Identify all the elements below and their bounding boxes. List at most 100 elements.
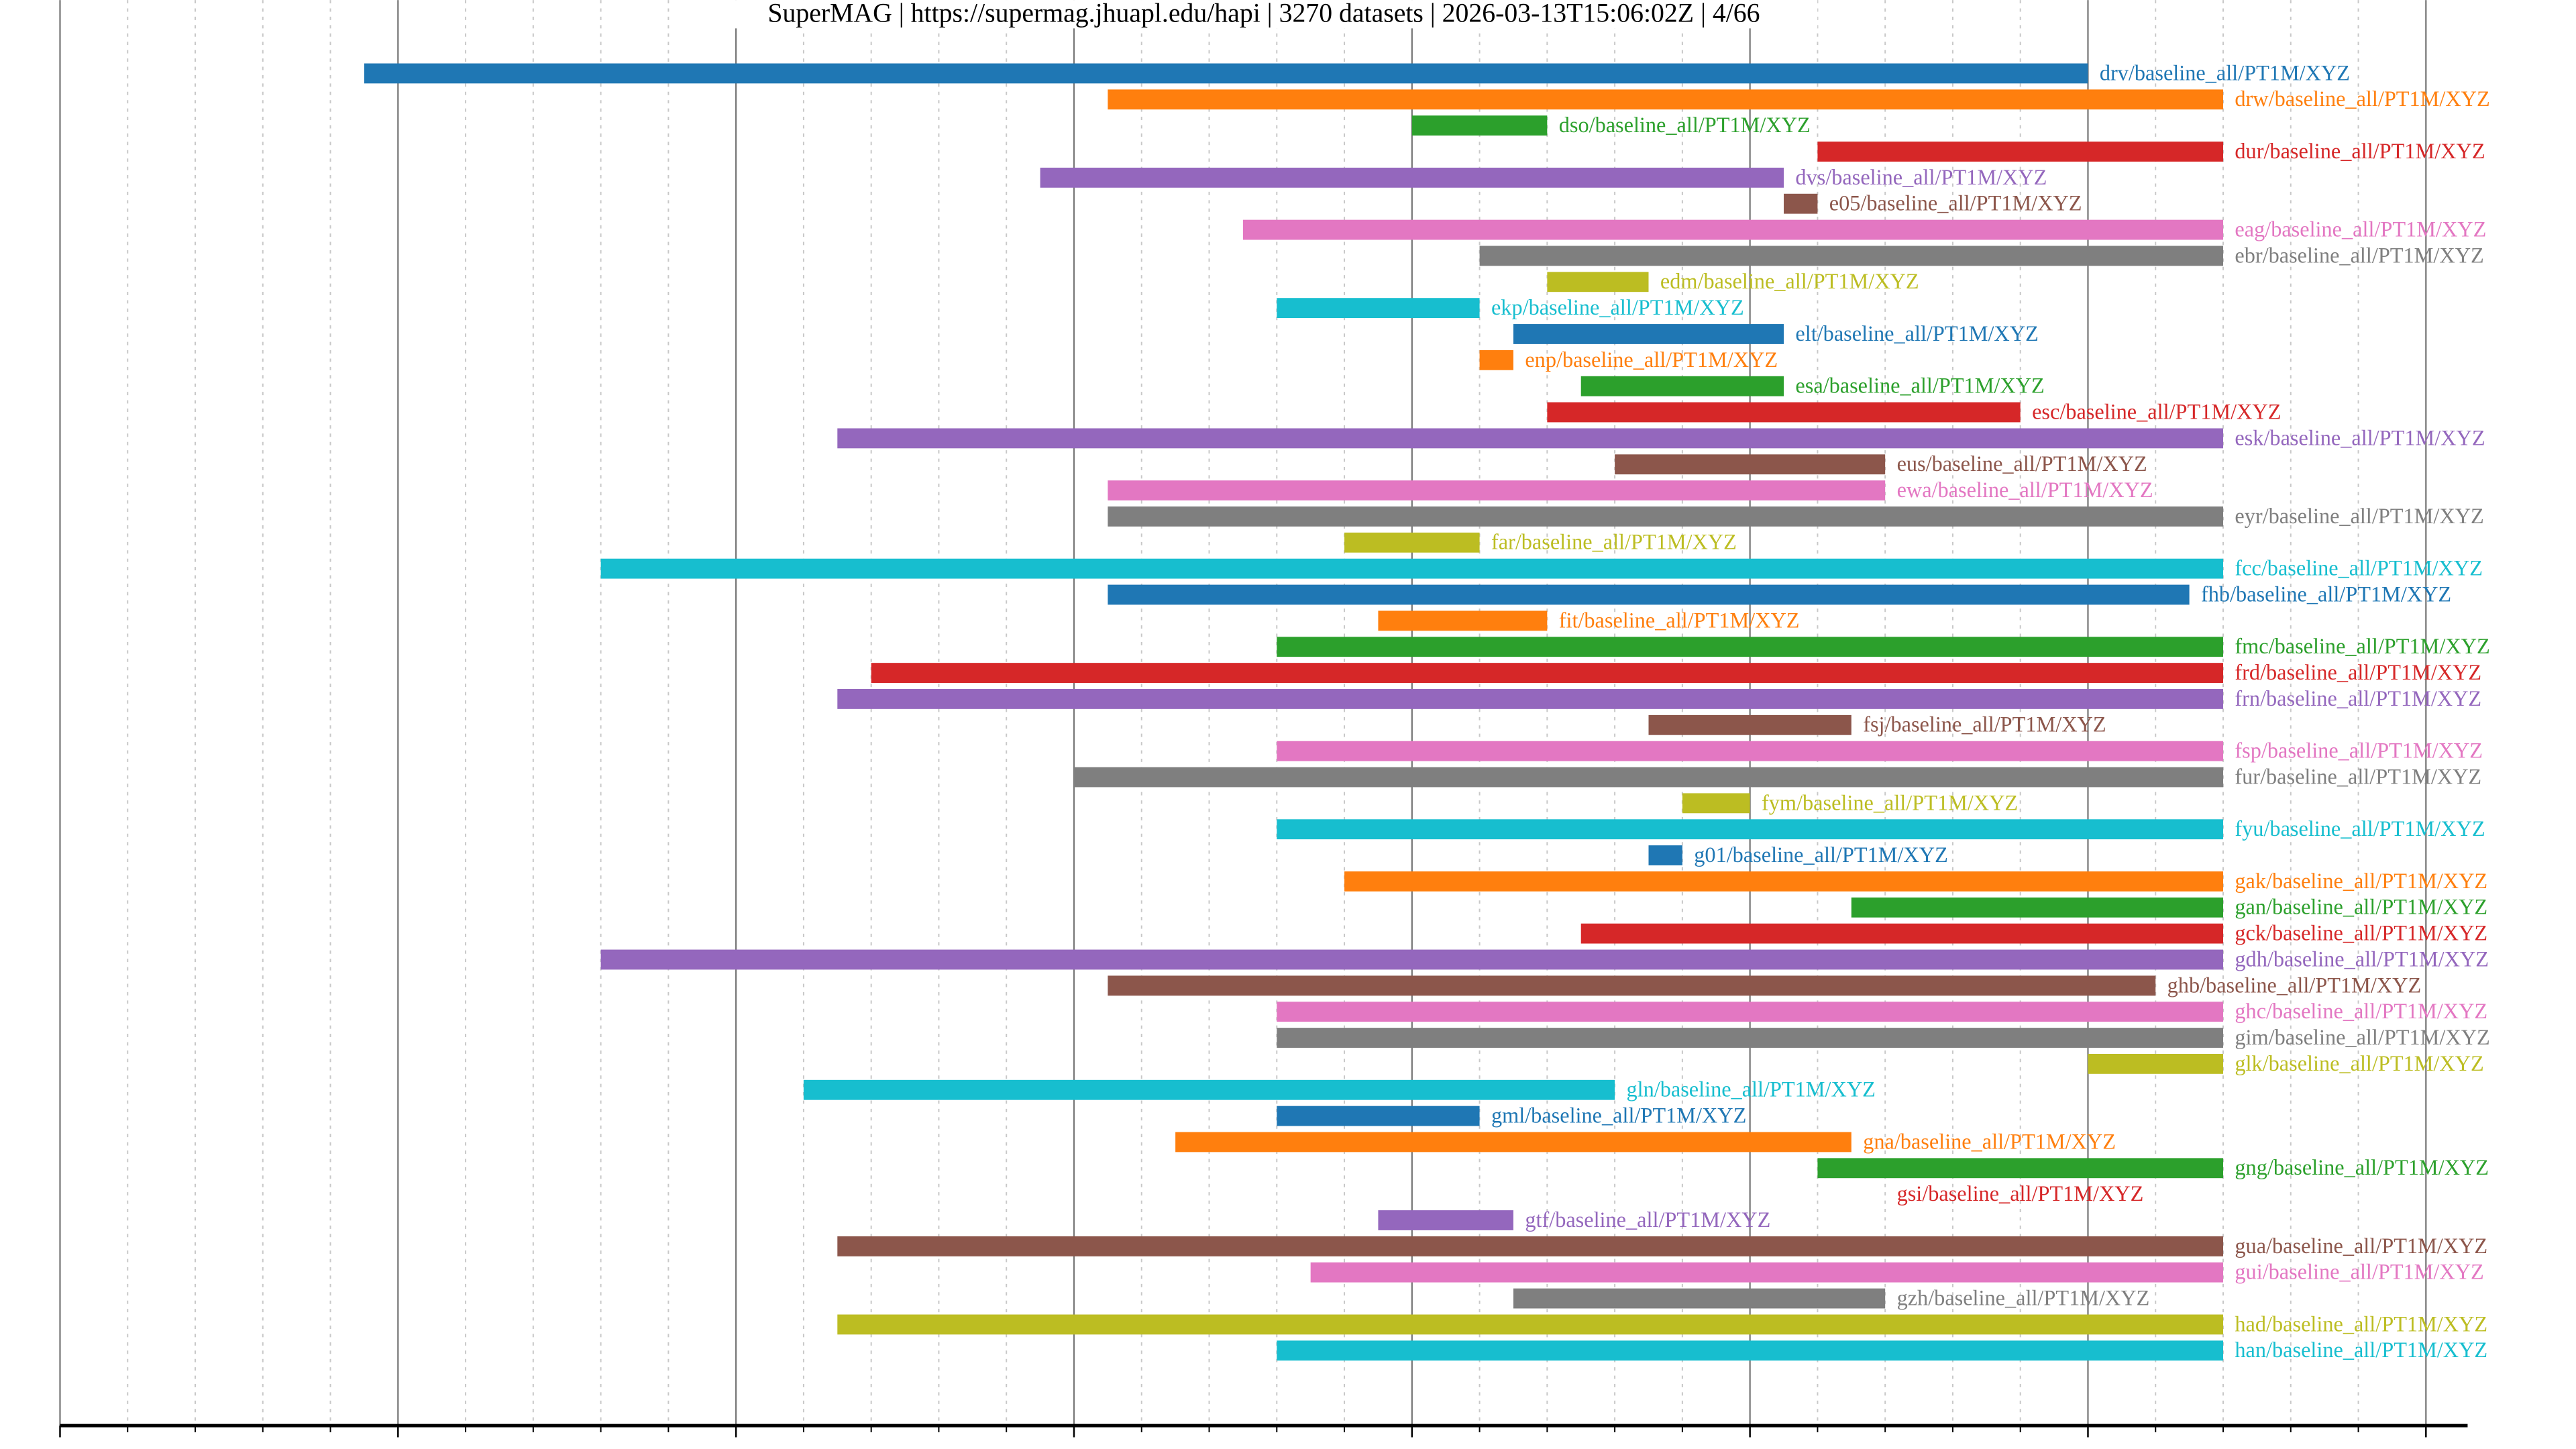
x-tick-label: 1980 — [711, 1444, 761, 1449]
bar-label: edm/baseline_all/PT1M/XYZ — [1660, 269, 1919, 293]
bar-fmc — [1277, 637, 2224, 657]
bar-label: eyr/baseline_all/PT1M/XYZ — [2235, 504, 2483, 528]
bar-label: gsi/baseline_all/PT1M/XYZ — [1897, 1181, 2144, 1205]
bar-label: g01/baseline_all/PT1M/XYZ — [1694, 843, 1948, 867]
bar-fym — [1682, 793, 1750, 814]
bar-han — [1277, 1340, 2224, 1361]
bar-fhb — [1108, 584, 2190, 605]
bar-label: elt/baseline_all/PT1M/XYZ — [1795, 321, 2038, 345]
bar-label: eus/baseline_all/PT1M/XYZ — [1897, 451, 2147, 476]
bar-label: gzh/baseline_all/PT1M/XYZ — [1897, 1286, 2150, 1310]
bar-label: han/baseline_all/PT1M/XYZ — [2235, 1338, 2487, 1362]
bar-label: dur/baseline_all/PT1M/XYZ — [2235, 139, 2485, 163]
bar-label: dso/baseline_all/PT1M/XYZ — [1559, 113, 1811, 137]
bar-had — [837, 1314, 2224, 1335]
bar-gdh — [600, 949, 2224, 970]
bar-esk — [837, 428, 2224, 449]
x-tick-label: 1970 — [373, 1444, 423, 1449]
bar-gua — [837, 1236, 2224, 1256]
bar-label: gln/baseline_all/PT1M/XYZ — [1627, 1077, 1876, 1102]
bar-label: ghc/baseline_all/PT1M/XYZ — [2235, 999, 2487, 1023]
bar-label: fsj/baseline_all/PT1M/XYZ — [1863, 712, 2106, 737]
bar-fur — [1073, 767, 2224, 788]
bar-gan — [1851, 897, 2224, 918]
bar-far — [1344, 532, 1480, 553]
bar-label: ebr/baseline_all/PT1M/XYZ — [2235, 243, 2483, 267]
bar-gak — [1344, 871, 2224, 892]
bar-label: gui/baseline_all/PT1M/XYZ — [2235, 1260, 2483, 1284]
bar-gml — [1277, 1106, 1480, 1126]
bar-eyr — [1108, 506, 2224, 527]
chart-title: SuperMAG | https://supermag.jhuapl.edu/h… — [767, 0, 1760, 28]
bar-frn — [837, 689, 2224, 709]
bar-edm — [1547, 272, 1649, 292]
bar-fcc — [600, 558, 2224, 579]
bar-fit — [1378, 610, 1548, 631]
bar-dso — [1411, 115, 1548, 136]
x-tick-label: 2020 — [2063, 1444, 2113, 1449]
bar-label: gim/baseline_all/PT1M/XYZ — [2235, 1025, 2489, 1049]
bar-g01 — [1648, 845, 1682, 865]
bar-label: ghb/baseline_all/PT1M/XYZ — [2167, 973, 2422, 997]
bar-label: gak/baseline_all/PT1M/XYZ — [2235, 869, 2487, 893]
x-tick-label: 2030 — [2401, 1444, 2451, 1449]
bar-label: gan/baseline_all/PT1M/XYZ — [2235, 895, 2487, 919]
bar-gui — [1310, 1262, 2224, 1283]
bar-label: gna/baseline_all/PT1M/XYZ — [1863, 1129, 2116, 1153]
bar-label: gml/baseline_all/PT1M/XYZ — [1491, 1104, 1746, 1128]
bar-glk — [2088, 1053, 2224, 1074]
bar-ekp — [1277, 298, 1480, 319]
x-tick-label: 2000 — [1387, 1444, 1438, 1449]
bar-frd — [871, 663, 2224, 683]
bar-ghc — [1277, 1002, 2224, 1022]
bar-label: ewa/baseline_all/PT1M/XYZ — [1897, 478, 2153, 502]
bar-dvs — [1040, 167, 1784, 188]
bar-label: ekp/baseline_all/PT1M/XYZ — [1491, 295, 1744, 319]
bar-label: fsp/baseline_all/PT1M/XYZ — [2235, 739, 2483, 763]
bar-ebr — [1479, 246, 2224, 266]
bars: drv/baseline_all/PT1M/XYZdrw/baseline_al… — [364, 60, 2490, 1362]
bar-label: drv/baseline_all/PT1M/XYZ — [2100, 60, 2350, 85]
bar-ghb — [1108, 975, 2156, 996]
bar-gng — [1817, 1158, 2224, 1179]
x-tick-label: 2010 — [1725, 1444, 1775, 1449]
bar-label: far/baseline_all/PT1M/XYZ — [1491, 530, 1737, 554]
bar-label: drw/baseline_all/PT1M/XYZ — [2235, 87, 2489, 111]
bar-esa — [1580, 376, 1784, 396]
x-tick-label: 1960 — [35, 1444, 85, 1449]
bar-dur — [1817, 142, 2224, 162]
bar-drv — [364, 63, 2088, 84]
bar-label: frd/baseline_all/PT1M/XYZ — [2235, 660, 2481, 684]
bar-label: had/baseline_all/PT1M/XYZ — [2235, 1311, 2487, 1336]
bar-label: fmc/baseline_all/PT1M/XYZ — [2235, 634, 2489, 658]
bar-gzh — [1513, 1288, 1886, 1309]
bar-label: gck/baseline_all/PT1M/XYZ — [2235, 921, 2487, 945]
bar-gim — [1277, 1028, 2224, 1048]
bar-label: fym/baseline_all/PT1M/XYZ — [1762, 790, 2018, 814]
bar-label: frn/baseline_all/PT1M/XYZ — [2235, 686, 2481, 710]
bar-e05 — [1784, 193, 1818, 214]
bar-label: fyu/baseline_all/PT1M/XYZ — [2235, 816, 2485, 841]
bar-gna — [1175, 1132, 1851, 1152]
bar-enp — [1479, 350, 1513, 370]
bar-label: enp/baseline_all/PT1M/XYZ — [1525, 347, 1778, 372]
title-background — [716, 0, 1818, 29]
bar-label: esc/baseline_all/PT1M/XYZ — [2032, 399, 2281, 423]
bar-label: fur/baseline_all/PT1M/XYZ — [2235, 764, 2481, 788]
bar-label: glk/baseline_all/PT1M/XYZ — [2235, 1051, 2483, 1075]
bar-drw — [1108, 89, 2224, 110]
bar-fsj — [1648, 714, 1851, 735]
bar-esc — [1547, 402, 2021, 423]
bar-fsp — [1277, 741, 2224, 761]
bar-ewa — [1108, 480, 1886, 501]
x-tick-label: 1990 — [1049, 1444, 1099, 1449]
bar-label: e05/baseline_all/PT1M/XYZ — [1829, 191, 2082, 215]
bar-gtf — [1378, 1210, 1513, 1230]
bar-gck — [1580, 923, 2224, 944]
bar-gln — [803, 1079, 1615, 1100]
bar-label: dvs/baseline_all/PT1M/XYZ — [1795, 165, 2047, 189]
bar-eus — [1615, 454, 1886, 475]
bar-elt — [1513, 324, 1784, 344]
bar-label: gng/baseline_all/PT1M/XYZ — [2235, 1155, 2489, 1179]
